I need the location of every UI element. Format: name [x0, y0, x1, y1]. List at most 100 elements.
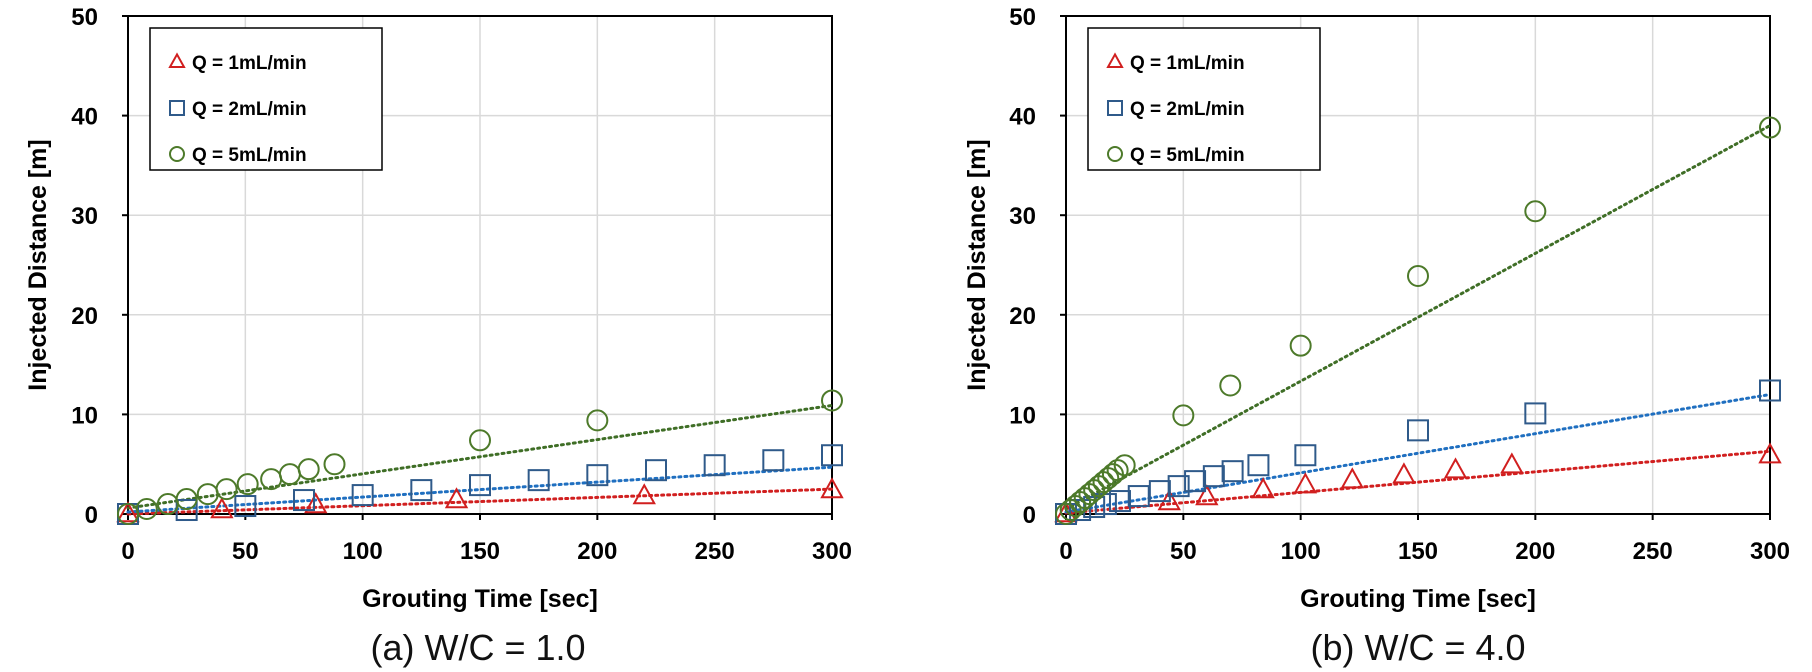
- data-point-series-3: [323, 453, 346, 476]
- x-tick-label: 0: [121, 538, 134, 565]
- data-point-series-1: [1340, 467, 1364, 489]
- data-point-series-1: [116, 501, 140, 523]
- data-point-series-3: [586, 409, 609, 432]
- legend-marker-series-3: [169, 146, 185, 162]
- data-point-series-2: [703, 454, 726, 477]
- data-point-series-2: [351, 484, 374, 507]
- data-point-series-2: [1221, 460, 1244, 483]
- y-tick-label: 30: [71, 203, 98, 230]
- data-point-series-2: [645, 459, 667, 482]
- x-tick-label: 100: [1281, 538, 1321, 565]
- x-axis-title: Grouting Time [sec]: [362, 585, 598, 613]
- x-tick-label: 300: [1750, 538, 1790, 565]
- data-point-series-3: [135, 498, 158, 521]
- data-point-series-2: [1108, 490, 1131, 513]
- legend-marker-series-1: [1106, 52, 1124, 69]
- data-point-series-3: [469, 429, 491, 452]
- data-point-series-1: [304, 492, 328, 514]
- data-point-series-2: [1247, 454, 1270, 477]
- y-tick-label: 0: [85, 502, 98, 529]
- data-point-series-1: [820, 477, 844, 499]
- x-tick-label: 150: [1398, 538, 1438, 565]
- legend-label-series-1: Q = 1mL/min: [1130, 53, 1245, 74]
- x-tick-label: 150: [460, 538, 500, 565]
- y-tick-label: 20: [71, 303, 98, 330]
- x-tick-label: 200: [1515, 538, 1555, 565]
- data-point-series-3: [1113, 454, 1136, 477]
- x-tick-label: 250: [695, 538, 735, 565]
- x-tick-label: 250: [1633, 538, 1673, 565]
- legend-marker-series-2: [1107, 100, 1123, 116]
- y-axis-title: Injected Distance [m]: [24, 139, 52, 390]
- y-tick-label: 10: [1009, 402, 1036, 429]
- data-point-series-1: [1251, 477, 1275, 499]
- data-point-series-2: [1167, 475, 1190, 498]
- trendline-series-3: [1064, 124, 1772, 511]
- data-point-series-2: [1294, 444, 1317, 467]
- data-point-series-2: [762, 449, 785, 472]
- legend-label-series-3: Q = 5mL/min: [1130, 145, 1245, 166]
- y-tick-label: 50: [71, 4, 98, 31]
- y-tick-label: 0: [1023, 502, 1036, 529]
- data-point-series-1: [1758, 442, 1782, 464]
- data-point-series-2: [821, 444, 843, 467]
- y-tick-label: 10: [71, 402, 98, 429]
- legend-label-series-3: Q = 5mL/min: [192, 145, 307, 166]
- legend-label-series-1: Q = 1mL/min: [192, 53, 307, 74]
- data-point-series-2: [293, 489, 315, 512]
- data-point-series-1: [1500, 452, 1524, 474]
- data-point-series-2: [1069, 499, 1092, 522]
- data-point-series-3: [1172, 404, 1195, 427]
- legend-label-series-2: Q = 2mL/min: [192, 99, 307, 120]
- x-tick-label: 50: [232, 538, 259, 565]
- data-point-series-3: [1106, 459, 1129, 482]
- x-tick-label: 100: [343, 538, 383, 565]
- legend-label-series-2: Q = 2mL/min: [1130, 99, 1245, 120]
- data-point-series-3: [821, 389, 843, 412]
- x-tick-label: 0: [1059, 538, 1072, 565]
- data-point-series-2: [1524, 402, 1547, 425]
- legend-box: [149, 27, 383, 171]
- data-point-series-3: [175, 488, 198, 511]
- data-point-series-2: [1184, 470, 1207, 493]
- y-tick-label: 20: [1009, 303, 1036, 330]
- panel-caption: (a) W/C = 1.0: [370, 627, 585, 668]
- data-point-series-3: [1524, 200, 1547, 223]
- trendline-series-2: [1064, 392, 1772, 514]
- data-point-series-1: [1195, 484, 1219, 506]
- chart-panel-a: 0 50 100 150 200 250 300 0 10 20 30 40 50 Grouting Ti…: [24, 4, 852, 668]
- y-axis-title: Injected Distance [m]: [963, 139, 991, 390]
- data-point-series-3: [1759, 116, 1781, 139]
- data-point-series-2: [1759, 379, 1781, 402]
- chart-panel-b: 0 50 100 150 200 250 300 0 10 20 30 40 50 Grouting Ti…: [963, 4, 1790, 668]
- data-point-series-2: [1148, 480, 1171, 503]
- data-point-series-1: [1443, 457, 1468, 479]
- y-tick-label: 40: [1009, 104, 1036, 131]
- trendline-series-1: [126, 487, 834, 516]
- data-point-series-1: [1392, 462, 1416, 484]
- legend-marker-series-1: [168, 52, 186, 69]
- trendline-series-1: [1064, 449, 1772, 515]
- data-point-series-2: [234, 495, 257, 518]
- y-tick-label: 30: [1009, 203, 1036, 230]
- data-point-series-3: [1289, 334, 1312, 357]
- data-point-series-1: [632, 483, 656, 505]
- data-point-series-2: [410, 479, 433, 502]
- data-point-series-3: [1407, 264, 1429, 287]
- x-tick-label: 200: [577, 538, 617, 565]
- panel-caption: (b) W/C = 4.0: [1310, 627, 1525, 668]
- x-tick-label: 50: [1170, 538, 1197, 565]
- legend-box: [1087, 27, 1321, 171]
- y-tick-label: 50: [1009, 4, 1036, 31]
- data-point-series-1: [444, 487, 469, 509]
- data-point-series-2: [527, 469, 550, 492]
- x-tick-label: 300: [812, 538, 852, 565]
- data-point-series-2: [1127, 485, 1150, 508]
- data-point-series-3: [1219, 374, 1242, 397]
- data-point-series-3: [297, 458, 320, 481]
- data-point-series-2: [1407, 419, 1429, 442]
- trendline-series-3: [126, 403, 834, 510]
- data-point-series-1: [210, 497, 234, 519]
- legend-marker-series-3: [1107, 146, 1123, 162]
